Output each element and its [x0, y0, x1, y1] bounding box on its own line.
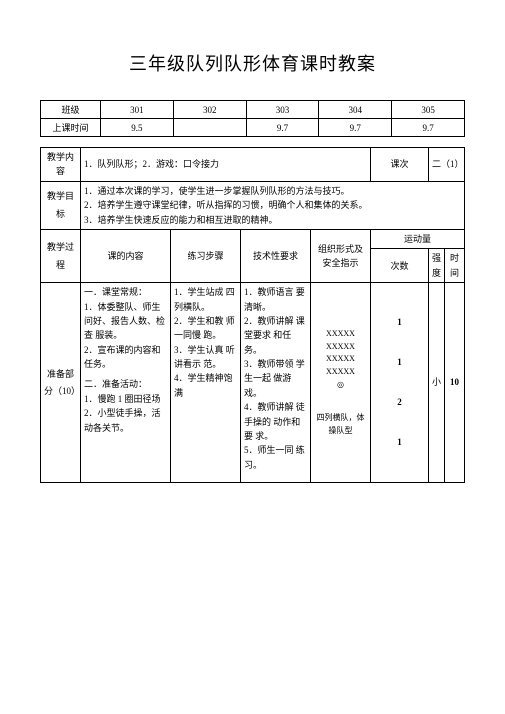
class-cell: 303	[246, 101, 319, 119]
time-cell: 9.7	[319, 119, 392, 137]
row-label: 班级	[41, 101, 101, 119]
row-label: 上课时间	[41, 119, 101, 137]
section-label: 教学过程	[41, 229, 81, 282]
col-header: 课的内容	[81, 229, 171, 282]
col-subheader: 时间	[445, 249, 465, 283]
section-label: 教学内容	[41, 148, 81, 182]
section-label: 教学目标	[41, 181, 81, 229]
page-title: 三年级队列队形体育课时教案	[40, 50, 465, 76]
tech-column: 1．教师语言 要清晰。 2．教师讲解 课堂要求 和任务。 3．教师带领 学生一起…	[241, 283, 311, 483]
col-header: 练习步骤	[171, 229, 241, 282]
time-cell: 9.7	[246, 119, 319, 137]
content-text: 1．队列队形；2．游戏：口令接力	[81, 148, 371, 182]
class-info-table: 班级 301 302 303 304 305 上课时间 9.5 9.7 9.7 …	[40, 100, 465, 137]
section-label: 准备部分（10）	[41, 283, 81, 483]
time-column: 10	[445, 283, 465, 483]
class-cell: 301	[101, 101, 174, 119]
content-column: 一．课堂常规： 1．体委整队、师生问好、报告人数、检查 服装。 2．宣布课的内容…	[81, 283, 171, 483]
formation-column: XXXXX XXXXX XXXXX XXXXX ◎ 四列横队，体操队型	[311, 283, 371, 483]
col-subheader: 强度	[429, 249, 445, 283]
goals-cell: 1．通过本次课的学习，使学生进一步掌握队列队形的方法与技巧。 2．培养学生遵守课…	[81, 181, 465, 229]
lesson-plan-table: 教学内容 1．队列队形；2．游戏：口令接力 课次 二（1） 教学目标 1．通过本…	[40, 147, 465, 483]
time-cell: 9.7	[392, 119, 465, 137]
col-header: 组织形式及安全指示	[311, 229, 371, 282]
steps-column: 1．学生站成 四列横队。 2．学生和教 师一同慢 跑。 3．学生认真 听讲看示 …	[171, 283, 241, 483]
keci-value: 二（1）	[429, 148, 465, 182]
intensity-column: 小	[429, 283, 445, 483]
count-column: 1 1 2 1	[371, 283, 429, 483]
time-cell: 9.5	[101, 119, 174, 137]
col-header: 技术性要求	[241, 229, 311, 282]
col-header: 运动量	[371, 229, 465, 248]
col-subheader: 次数	[371, 249, 429, 283]
class-cell: 304	[319, 101, 392, 119]
keci-label: 课次	[371, 148, 429, 182]
class-cell: 305	[392, 101, 465, 119]
time-cell	[173, 119, 246, 137]
class-cell: 302	[173, 101, 246, 119]
